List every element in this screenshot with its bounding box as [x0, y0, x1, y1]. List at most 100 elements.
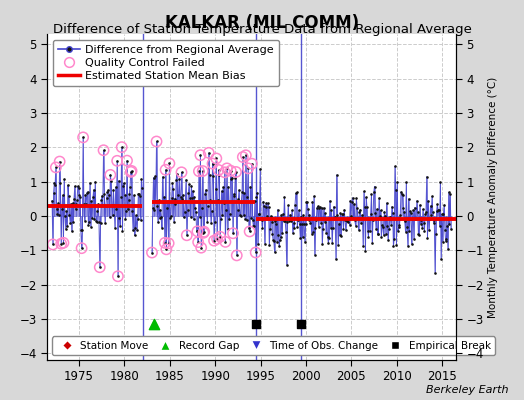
- Point: [348, 195, 357, 201]
- Point: [412, 216, 420, 222]
- Point: [236, 213, 245, 220]
- Point: [320, 218, 329, 225]
- Point: [149, 205, 157, 212]
- Point: [299, 234, 307, 241]
- Point: [277, 212, 286, 218]
- Point: [61, 226, 70, 232]
- Point: [49, 241, 57, 248]
- Point: [431, 270, 439, 276]
- Point: [78, 227, 86, 233]
- Point: [257, 215, 265, 222]
- Point: [380, 209, 389, 215]
- Point: [86, 223, 95, 230]
- Point: [430, 217, 439, 224]
- Point: [213, 236, 221, 242]
- Point: [198, 205, 206, 211]
- Point: [92, 218, 100, 224]
- Point: [335, 232, 344, 238]
- Point: [347, 199, 356, 206]
- Point: [308, 230, 316, 237]
- Point: [271, 217, 280, 224]
- Point: [309, 228, 318, 235]
- Point: [355, 209, 364, 215]
- Point: [435, 206, 443, 213]
- Point: [436, 179, 444, 186]
- Point: [389, 243, 398, 249]
- Point: [88, 198, 96, 204]
- Point: [91, 179, 100, 185]
- Point: [49, 241, 57, 248]
- Point: [75, 191, 83, 198]
- Point: [369, 189, 378, 196]
- Point: [288, 207, 296, 214]
- Point: [294, 216, 302, 223]
- Point: [135, 190, 144, 197]
- Point: [259, 198, 267, 205]
- Point: [209, 160, 217, 167]
- Point: [258, 225, 267, 232]
- Point: [353, 205, 362, 211]
- Point: [197, 244, 205, 251]
- Point: [152, 138, 161, 145]
- Point: [124, 206, 132, 213]
- Point: [116, 223, 124, 230]
- Point: [427, 202, 435, 209]
- Point: [434, 206, 442, 213]
- Point: [206, 197, 214, 204]
- Point: [111, 224, 119, 231]
- Point: [425, 216, 434, 222]
- Point: [95, 219, 103, 226]
- Point: [350, 201, 358, 208]
- Point: [72, 201, 81, 207]
- Point: [432, 208, 441, 215]
- Point: [223, 165, 231, 172]
- Point: [63, 223, 71, 230]
- Point: [105, 192, 113, 198]
- Text: Berkeley Earth: Berkeley Earth: [426, 385, 508, 395]
- Point: [52, 164, 60, 171]
- Point: [282, 229, 290, 235]
- Point: [74, 183, 82, 190]
- Point: [110, 202, 118, 208]
- Point: [221, 169, 229, 176]
- Point: [171, 201, 180, 208]
- Point: [219, 184, 227, 190]
- Point: [184, 190, 192, 196]
- Point: [195, 168, 203, 174]
- Point: [97, 197, 105, 204]
- Point: [419, 206, 427, 212]
- Point: [56, 158, 64, 165]
- Point: [187, 214, 195, 220]
- Point: [401, 228, 410, 235]
- Point: [181, 198, 190, 204]
- Point: [185, 181, 193, 187]
- Point: [56, 158, 64, 165]
- Point: [200, 228, 209, 235]
- Point: [118, 228, 127, 234]
- Point: [199, 168, 207, 174]
- Point: [151, 198, 160, 204]
- Point: [79, 134, 88, 140]
- Point: [158, 224, 166, 231]
- Point: [138, 184, 146, 191]
- Point: [279, 211, 287, 217]
- Point: [49, 190, 58, 197]
- Point: [253, 190, 261, 196]
- Point: [425, 227, 433, 233]
- Point: [52, 205, 61, 212]
- Point: [102, 195, 111, 201]
- Point: [262, 200, 270, 206]
- Point: [444, 246, 452, 252]
- Point: [278, 230, 287, 236]
- Point: [126, 184, 134, 190]
- Point: [386, 216, 395, 222]
- Point: [363, 203, 371, 210]
- Point: [261, 204, 270, 210]
- Point: [168, 195, 176, 201]
- Point: [366, 228, 374, 234]
- Point: [289, 219, 298, 226]
- Point: [155, 197, 163, 204]
- Point: [444, 189, 453, 196]
- Point: [224, 226, 232, 232]
- Point: [218, 212, 226, 219]
